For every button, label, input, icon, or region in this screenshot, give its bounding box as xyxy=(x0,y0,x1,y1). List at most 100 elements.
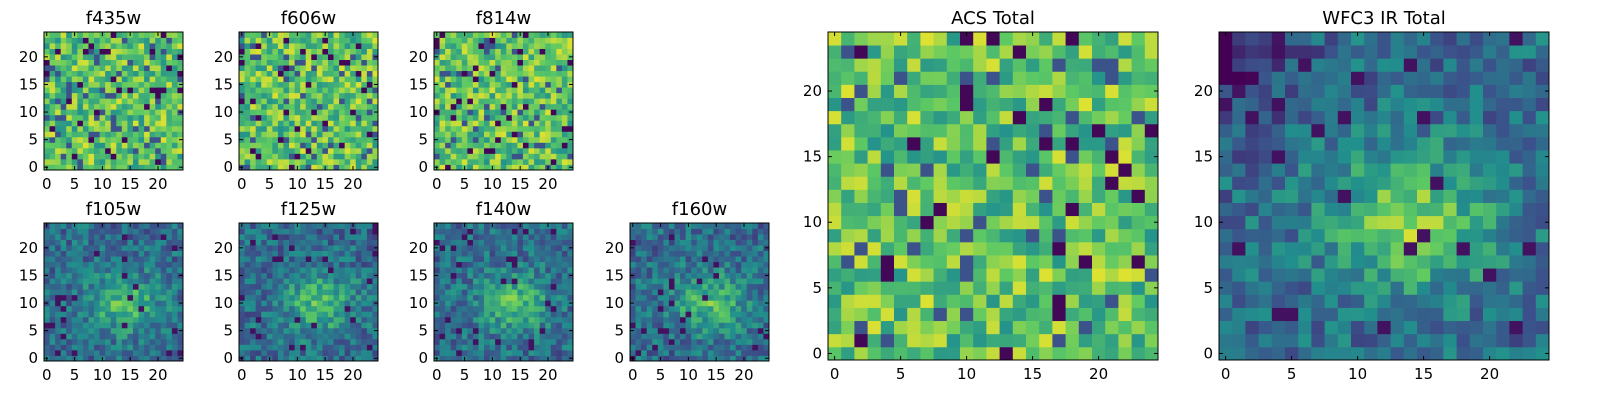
heatmap-cell xyxy=(973,307,987,322)
heatmap-cell xyxy=(522,245,529,251)
heatmap-cell xyxy=(461,245,468,251)
heatmap-cell xyxy=(49,278,56,285)
heatmap-cell xyxy=(333,316,340,323)
heatmap-cell xyxy=(517,316,524,323)
x-tick-label: 20 xyxy=(148,366,167,384)
heatmap-cell xyxy=(534,153,541,160)
heatmap-cell xyxy=(489,109,496,116)
heatmap-cell xyxy=(277,316,284,323)
heatmap-cell xyxy=(82,344,89,351)
heatmap-cell xyxy=(82,164,89,171)
heatmap-cell xyxy=(561,349,568,356)
heatmap-cell xyxy=(517,142,524,149)
heatmap-cell xyxy=(327,256,334,263)
heatmap-cell xyxy=(160,327,167,334)
heatmap-cell xyxy=(255,120,262,127)
heatmap-cell xyxy=(718,355,725,362)
heatmap-cell xyxy=(283,32,290,38)
heatmap-cell xyxy=(99,109,106,116)
heatmap-cell xyxy=(1131,255,1146,269)
heatmap-cell xyxy=(316,76,323,83)
heatmap-cell xyxy=(517,305,524,312)
heatmap-cell xyxy=(702,349,709,356)
heatmap-cell xyxy=(372,250,379,257)
heatmap-cell xyxy=(277,125,284,132)
heatmap-cell xyxy=(361,278,368,285)
heatmap-cell xyxy=(283,125,290,132)
heatmap-cell xyxy=(828,281,842,295)
heatmap-cell xyxy=(344,125,351,132)
heatmap-cell xyxy=(316,65,323,72)
heatmap-cell xyxy=(110,153,117,160)
heatmap-cell xyxy=(132,81,139,88)
y-tick-label: 5 xyxy=(28,322,38,340)
heatmap-cell xyxy=(434,294,440,301)
heatmap-cell xyxy=(261,239,268,246)
heatmap-cell xyxy=(511,278,518,285)
heatmap-cell xyxy=(674,316,681,323)
heatmap-cell xyxy=(60,37,67,44)
heatmap-cell xyxy=(545,239,552,246)
heatmap-cell xyxy=(456,48,463,55)
heatmap-cell xyxy=(116,223,123,229)
heatmap-cell xyxy=(539,48,546,55)
heatmap-cell xyxy=(752,223,759,229)
heatmap-cell xyxy=(166,76,173,83)
heatmap-cell xyxy=(489,322,496,329)
heatmap-cell xyxy=(500,256,507,263)
heatmap-cell xyxy=(763,223,770,229)
heatmap-cell xyxy=(77,125,84,132)
heatmap-cell xyxy=(171,76,178,83)
heatmap-cell xyxy=(478,289,485,296)
heatmap-cell xyxy=(60,272,67,279)
heatmap-cell xyxy=(322,120,329,127)
heatmap-cell xyxy=(105,322,112,329)
heatmap-cell xyxy=(361,327,368,334)
heatmap-cell xyxy=(350,37,357,44)
heatmap-cell xyxy=(920,281,934,295)
heatmap-cell xyxy=(44,37,50,44)
heatmap-cell xyxy=(171,120,178,127)
heatmap-cell xyxy=(489,147,496,154)
heatmap-cell xyxy=(522,147,529,154)
heatmap-cell xyxy=(691,344,698,351)
heatmap-cell xyxy=(272,142,279,149)
heatmap-cell xyxy=(121,294,128,301)
heatmap-cell xyxy=(327,316,334,323)
heatmap-cell xyxy=(707,316,714,323)
heatmap-cell xyxy=(730,305,737,312)
heatmap-cell xyxy=(300,142,307,149)
heatmap-cell xyxy=(138,327,145,334)
heatmap-cell xyxy=(82,114,89,121)
heatmap-cell xyxy=(155,43,162,49)
heatmap-cell xyxy=(77,234,84,240)
heatmap-cell xyxy=(322,256,329,263)
heatmap-cell xyxy=(355,278,362,285)
heatmap-cell xyxy=(724,245,731,251)
heatmap-cell xyxy=(472,70,479,77)
heatmap-cell xyxy=(82,87,89,94)
heatmap-cell xyxy=(467,316,474,323)
heatmap-cell xyxy=(149,43,156,49)
heatmap-cell xyxy=(652,338,659,345)
heatmap-cell xyxy=(311,147,318,154)
heatmap-cell xyxy=(88,256,95,263)
heatmap-cell xyxy=(121,322,128,329)
heatmap-cell xyxy=(1144,268,1159,282)
heatmap-cell xyxy=(456,70,463,77)
heatmap-cell xyxy=(121,147,128,154)
heatmap-cell xyxy=(44,344,50,351)
heatmap-cell xyxy=(663,300,670,307)
heatmap-cell xyxy=(272,245,279,251)
heatmap-cell xyxy=(99,76,106,83)
heatmap-cell xyxy=(511,327,518,334)
heatmap-cell xyxy=(272,256,279,263)
heatmap-cell xyxy=(478,239,485,246)
heatmap-cell xyxy=(160,261,167,268)
heatmap-cell xyxy=(350,114,357,121)
heatmap-cell xyxy=(702,223,709,229)
heatmap-cell xyxy=(272,87,279,94)
heatmap-cell xyxy=(177,294,184,301)
heatmap-cell xyxy=(121,32,128,38)
heatmap-cell xyxy=(668,294,675,301)
